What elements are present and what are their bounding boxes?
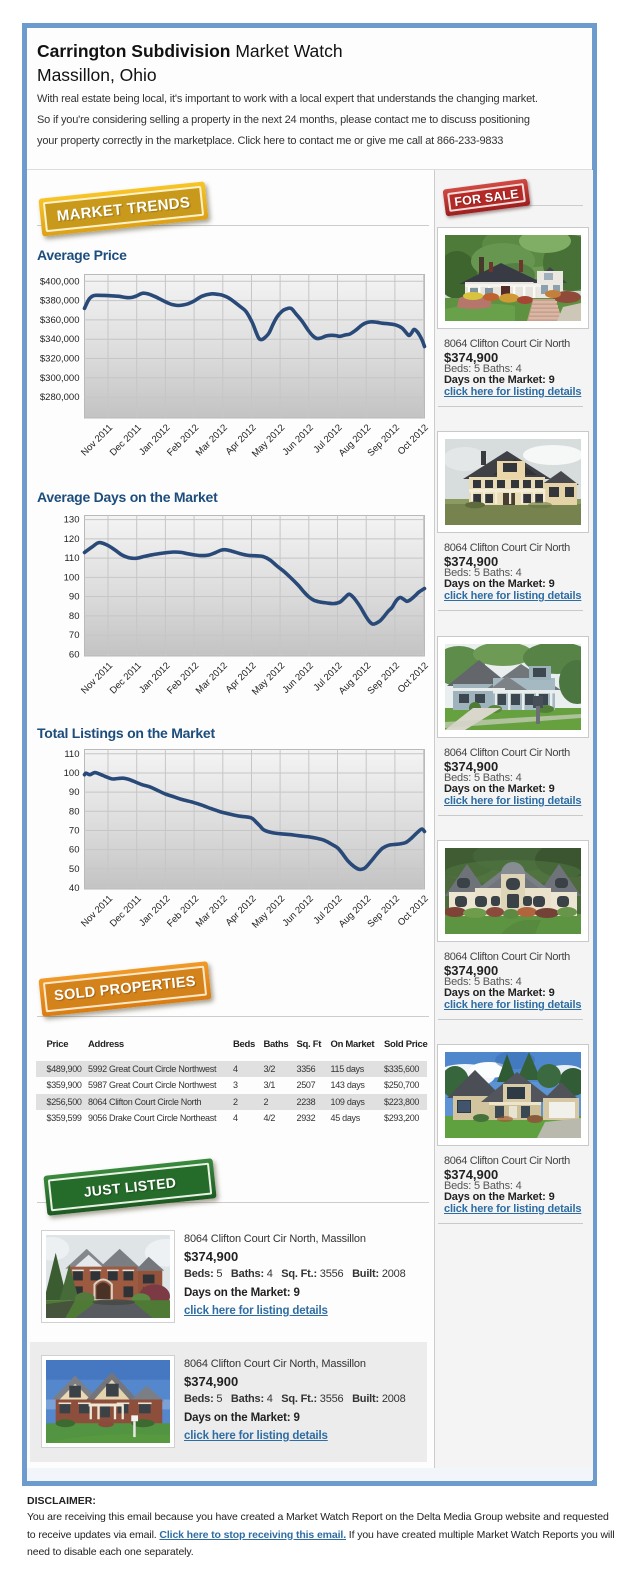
svg-text:90: 90 [69,592,80,603]
svg-text:Dec 2011: Dec 2011 [108,660,144,696]
svg-text:Oct 2012: Oct 2012 [396,422,431,457]
svg-text:Mar 2012: Mar 2012 [194,893,230,929]
svg-text:40: 40 [69,883,80,894]
svg-text:$320,000: $320,000 [40,354,80,365]
svg-text:$380,000: $380,000 [40,296,80,307]
svg-text:110: 110 [64,749,79,760]
svg-text:120: 120 [64,534,80,545]
svg-text:60: 60 [69,649,80,660]
svg-text:Mar 2012: Mar 2012 [194,660,230,696]
svg-text:Oct 2012: Oct 2012 [396,893,431,928]
svg-text:90: 90 [69,787,80,798]
svg-text:60: 60 [69,845,80,856]
svg-text:$280,000: $280,000 [40,392,80,403]
svg-text:Dec 2011: Dec 2011 [108,422,144,458]
svg-text:$340,000: $340,000 [40,334,80,345]
svg-text:Jun 2012: Jun 2012 [280,660,315,695]
svg-text:50: 50 [69,864,80,875]
svg-text:130: 130 [64,515,80,526]
svg-text:$360,000: $360,000 [40,315,80,326]
svg-text:110: 110 [64,553,79,564]
svg-text:70: 70 [69,826,80,837]
svg-text:Jun 2012: Jun 2012 [280,422,315,457]
svg-text:Dec 2011: Dec 2011 [108,893,144,929]
svg-text:Mar 2012: Mar 2012 [194,422,230,458]
svg-text:$400,000: $400,000 [40,276,80,287]
svg-text:80: 80 [69,611,80,622]
svg-text:100: 100 [64,768,80,779]
svg-text:Oct 2012: Oct 2012 [396,660,431,695]
svg-text:$300,000: $300,000 [40,373,80,384]
svg-text:70: 70 [69,630,80,641]
svg-text:100: 100 [64,572,80,583]
svg-text:Jun 2012: Jun 2012 [280,893,315,928]
svg-text:80: 80 [69,806,80,817]
